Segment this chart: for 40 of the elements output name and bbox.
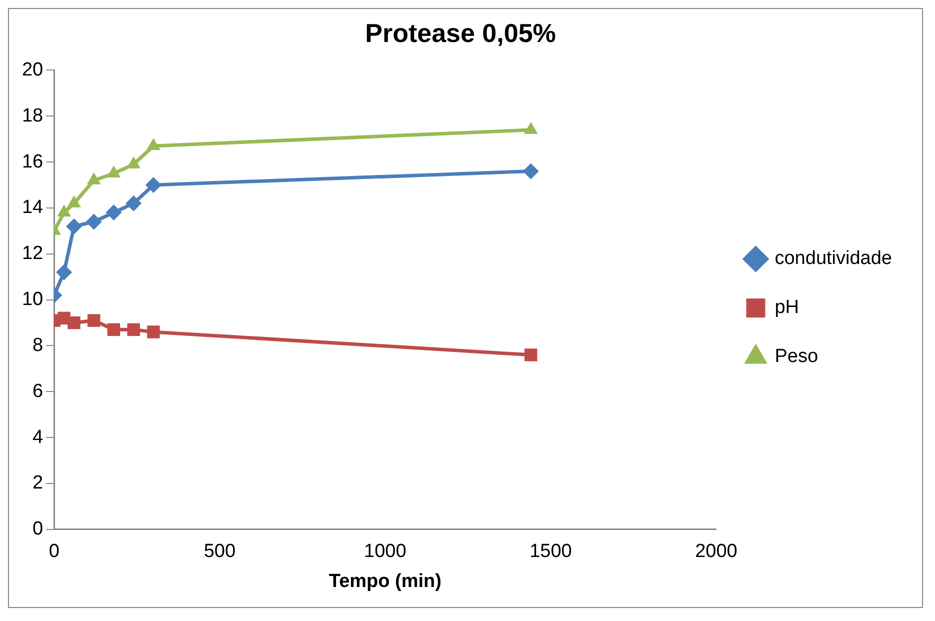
y-tick-label: 10 [22,289,44,310]
point [146,138,160,150]
x-tick-label: 1500 [530,541,572,562]
y-tick-label: 20 [22,59,44,80]
y-tick-label: 2 [32,472,44,494]
point [147,326,160,338]
point [106,204,122,221]
point [57,204,71,217]
x-tick-label: 0 [48,541,60,562]
point [106,166,121,178]
y-tick-label: 18 [22,105,44,126]
point [126,195,142,212]
point [86,214,102,230]
chart-title: Protease 0,05% [365,18,556,48]
y-tick-label: 0 [32,518,44,540]
y-tick-label: 4 [32,426,44,448]
point [126,156,141,168]
point [145,177,162,193]
y-tick-label: 14 [22,197,44,218]
point [67,195,81,208]
point [56,264,72,280]
point [86,172,101,184]
point [87,314,100,327]
legend-label: pH [774,297,800,318]
point [524,348,538,362]
y-tick-label: 6 [32,380,44,402]
legend-label: Peso [774,346,818,368]
y-tick-label: 8 [32,334,44,356]
point [66,218,82,234]
x-tick-label: 2000 [695,541,738,562]
x-axis-title: Tempo (min) [328,570,442,592]
x-tick-label: 1000 [364,541,406,562]
y-tick-label: 12 [22,243,44,264]
point [524,122,538,134]
point [127,323,140,336]
point [107,323,120,336]
legend-label: condutividade [774,248,892,270]
x-tick-label: 500 [204,541,236,562]
point [68,316,80,330]
y-tick-label: 16 [22,151,44,172]
